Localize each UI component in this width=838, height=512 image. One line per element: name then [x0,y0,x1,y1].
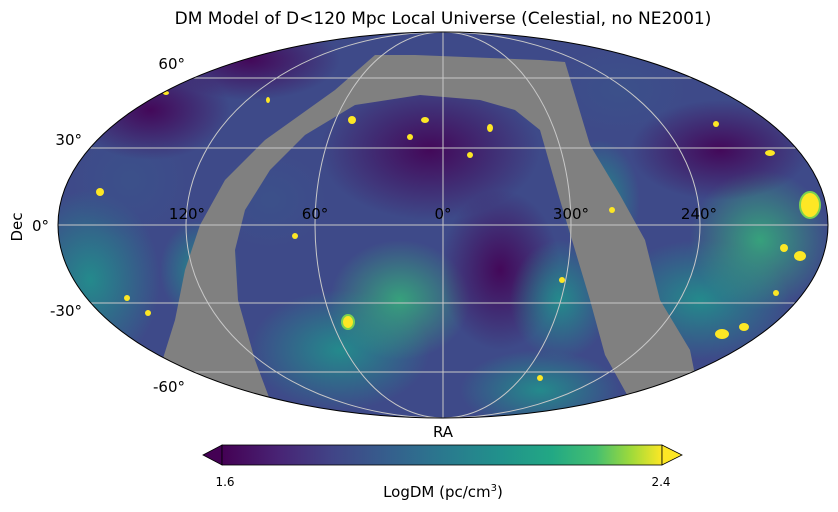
ra-gridline [314,32,572,418]
ra-tick-label: 300° [553,205,589,223]
source-spot [609,207,615,213]
field-blob [330,240,470,360]
dec-tick-label: -60° [153,378,185,396]
field-blob [320,80,540,220]
colorbar-label-superscript: 3 [491,483,497,494]
source-spot [341,314,355,330]
source-spot [715,329,729,339]
ra-tick-label: 60° [302,205,329,223]
colorbar-label-main: LogDM (pc/cm [383,483,491,501]
x-axis-label: RA [433,423,454,441]
source-spot [799,191,821,219]
source-spot [537,375,543,381]
ra-tick-labels: 120° 60° 0° 300° 240° [169,205,717,223]
source-spot [739,323,749,331]
chart-title: DM Model of D<120 Mpc Local Universe (Ce… [175,9,712,29]
colorbar-tick-min: 1.6 [215,475,234,489]
colorbar-label: LogDM (pc/cm3) [383,483,503,501]
y-axis-label: Dec [8,212,26,241]
source-spot [292,233,298,239]
source-spot [96,188,104,196]
source-spot [559,277,565,283]
colorbar-extend-high [661,444,683,466]
colorbar-label-suffix: ) [497,483,503,501]
dec-tick-label: 30° [55,131,82,149]
source-spot [407,134,413,140]
source-spot [421,117,429,123]
colorbar: 1.6 2.4 LogDM (pc/cm3) [202,444,683,501]
source-spot [713,121,719,127]
source-spot [773,290,779,296]
sky-map-area [58,32,828,418]
source-spot [348,116,356,124]
ra-tick-label: 0° [434,205,451,223]
ra-tick-label: 120° [169,205,205,223]
dec-tick-label: 60° [158,55,185,73]
bright-sources [96,91,821,383]
source-spot [487,124,493,132]
source-spot [687,377,693,383]
field-blob [160,32,340,100]
field-blob [630,100,810,200]
source-spot [145,310,151,316]
ra-tick-label: 240° [681,205,717,223]
dec-tick-label: -30° [50,302,82,320]
colorbar-gradient [221,444,663,466]
colorbar-extend-low [202,444,223,466]
source-spot [794,251,806,261]
field-blob [460,350,620,418]
source-spot [780,244,788,252]
galactic-mask-band [150,55,700,400]
source-spot [467,152,473,158]
dec-tick-labels: 60° 30° 0° -30° -60° [32,55,185,396]
colorbar-tick-max: 2.4 [651,475,670,489]
dec-tick-label: 0° [32,217,49,235]
map-boundary [57,31,829,419]
field-blob [690,170,828,310]
ra-gridline [185,32,701,418]
density-field [58,32,828,418]
source-spot [765,150,775,156]
source-spot [266,97,270,103]
field-blob [550,45,690,135]
source-spot [124,295,130,301]
